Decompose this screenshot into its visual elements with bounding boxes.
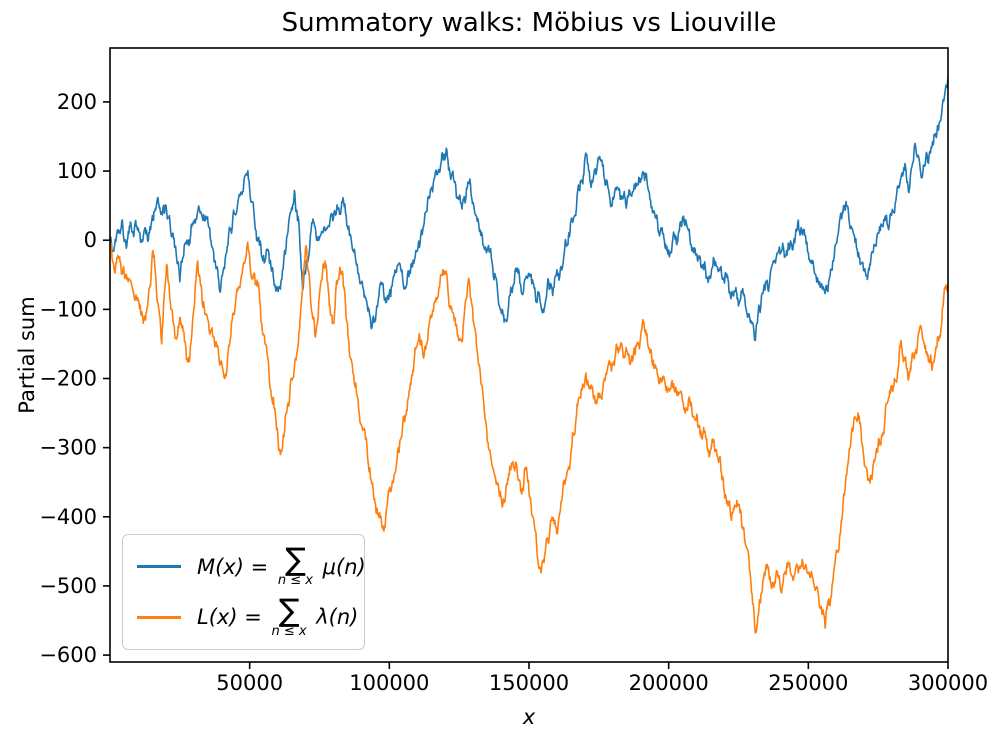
- y-tick-label: 100: [57, 159, 97, 183]
- series-line-mobius: [110, 75, 948, 342]
- sum-symbol: ∑ n ≤ x: [271, 592, 307, 639]
- x-tick-label: 200000: [629, 671, 709, 695]
- axes-spines: [109, 47, 949, 663]
- y-tick-label: −600: [39, 643, 97, 667]
- x-tick-label: 300000: [908, 671, 988, 695]
- y-tick-label: 200: [57, 90, 97, 114]
- chart-title: Summatory walks: Möbius vs Liouville: [281, 8, 777, 38]
- y-tick-label: 0: [84, 228, 97, 252]
- legend-entry-liouville: L(x) = ∑ n ≤ x λ(n): [131, 592, 359, 639]
- y-tick-label: −300: [39, 436, 97, 460]
- x-axis-label: x: [522, 705, 536, 729]
- sum-limits: n ≤ x: [277, 573, 313, 589]
- y-axis-label: Partial sum: [15, 296, 39, 414]
- sigma-glyph: ∑: [284, 542, 306, 579]
- series-group: [110, 75, 948, 634]
- legend-line-sample-mobius: [137, 565, 181, 569]
- x-tick-label: 250000: [768, 671, 848, 695]
- x-tick-label: 150000: [489, 671, 569, 695]
- y-tick-label: −500: [39, 574, 97, 598]
- sigma-glyph: ∑: [278, 592, 300, 629]
- legend-label-mobius-prefix: M(x) =: [197, 554, 275, 579]
- legend: M(x) = ∑ n ≤ x μ(n) L(x) = ∑ n ≤ x λ(n): [122, 534, 366, 650]
- legend-label-liouville: L(x) = ∑ n ≤ x λ(n): [197, 592, 359, 639]
- legend-label-mobius-suffix: μ(n): [315, 554, 366, 579]
- sum-limits: n ≤ x: [271, 623, 307, 639]
- legend-label-liouville-prefix: L(x) =: [197, 605, 269, 630]
- legend-label-mobius: M(x) = ∑ n ≤ x μ(n): [197, 542, 366, 589]
- ticks-group: 50000 100000 150000 200000 250000 300000 200 10…: [39, 90, 988, 695]
- legend-entry-mobius: M(x) = ∑ n ≤ x μ(n): [131, 544, 366, 587]
- legend-label-liouville-suffix: λ(n): [309, 605, 359, 630]
- x-tick-label: 50000: [216, 671, 283, 695]
- series-line-liouville: [110, 240, 948, 634]
- x-tick-label: 100000: [349, 671, 429, 695]
- legend-line-sample-liouville: [137, 615, 181, 619]
- sum-symbol: ∑ n ≤ x: [277, 542, 313, 589]
- y-tick-label: −400: [39, 505, 97, 529]
- y-tick-label: −200: [39, 367, 97, 391]
- y-tick-label: −100: [39, 297, 97, 321]
